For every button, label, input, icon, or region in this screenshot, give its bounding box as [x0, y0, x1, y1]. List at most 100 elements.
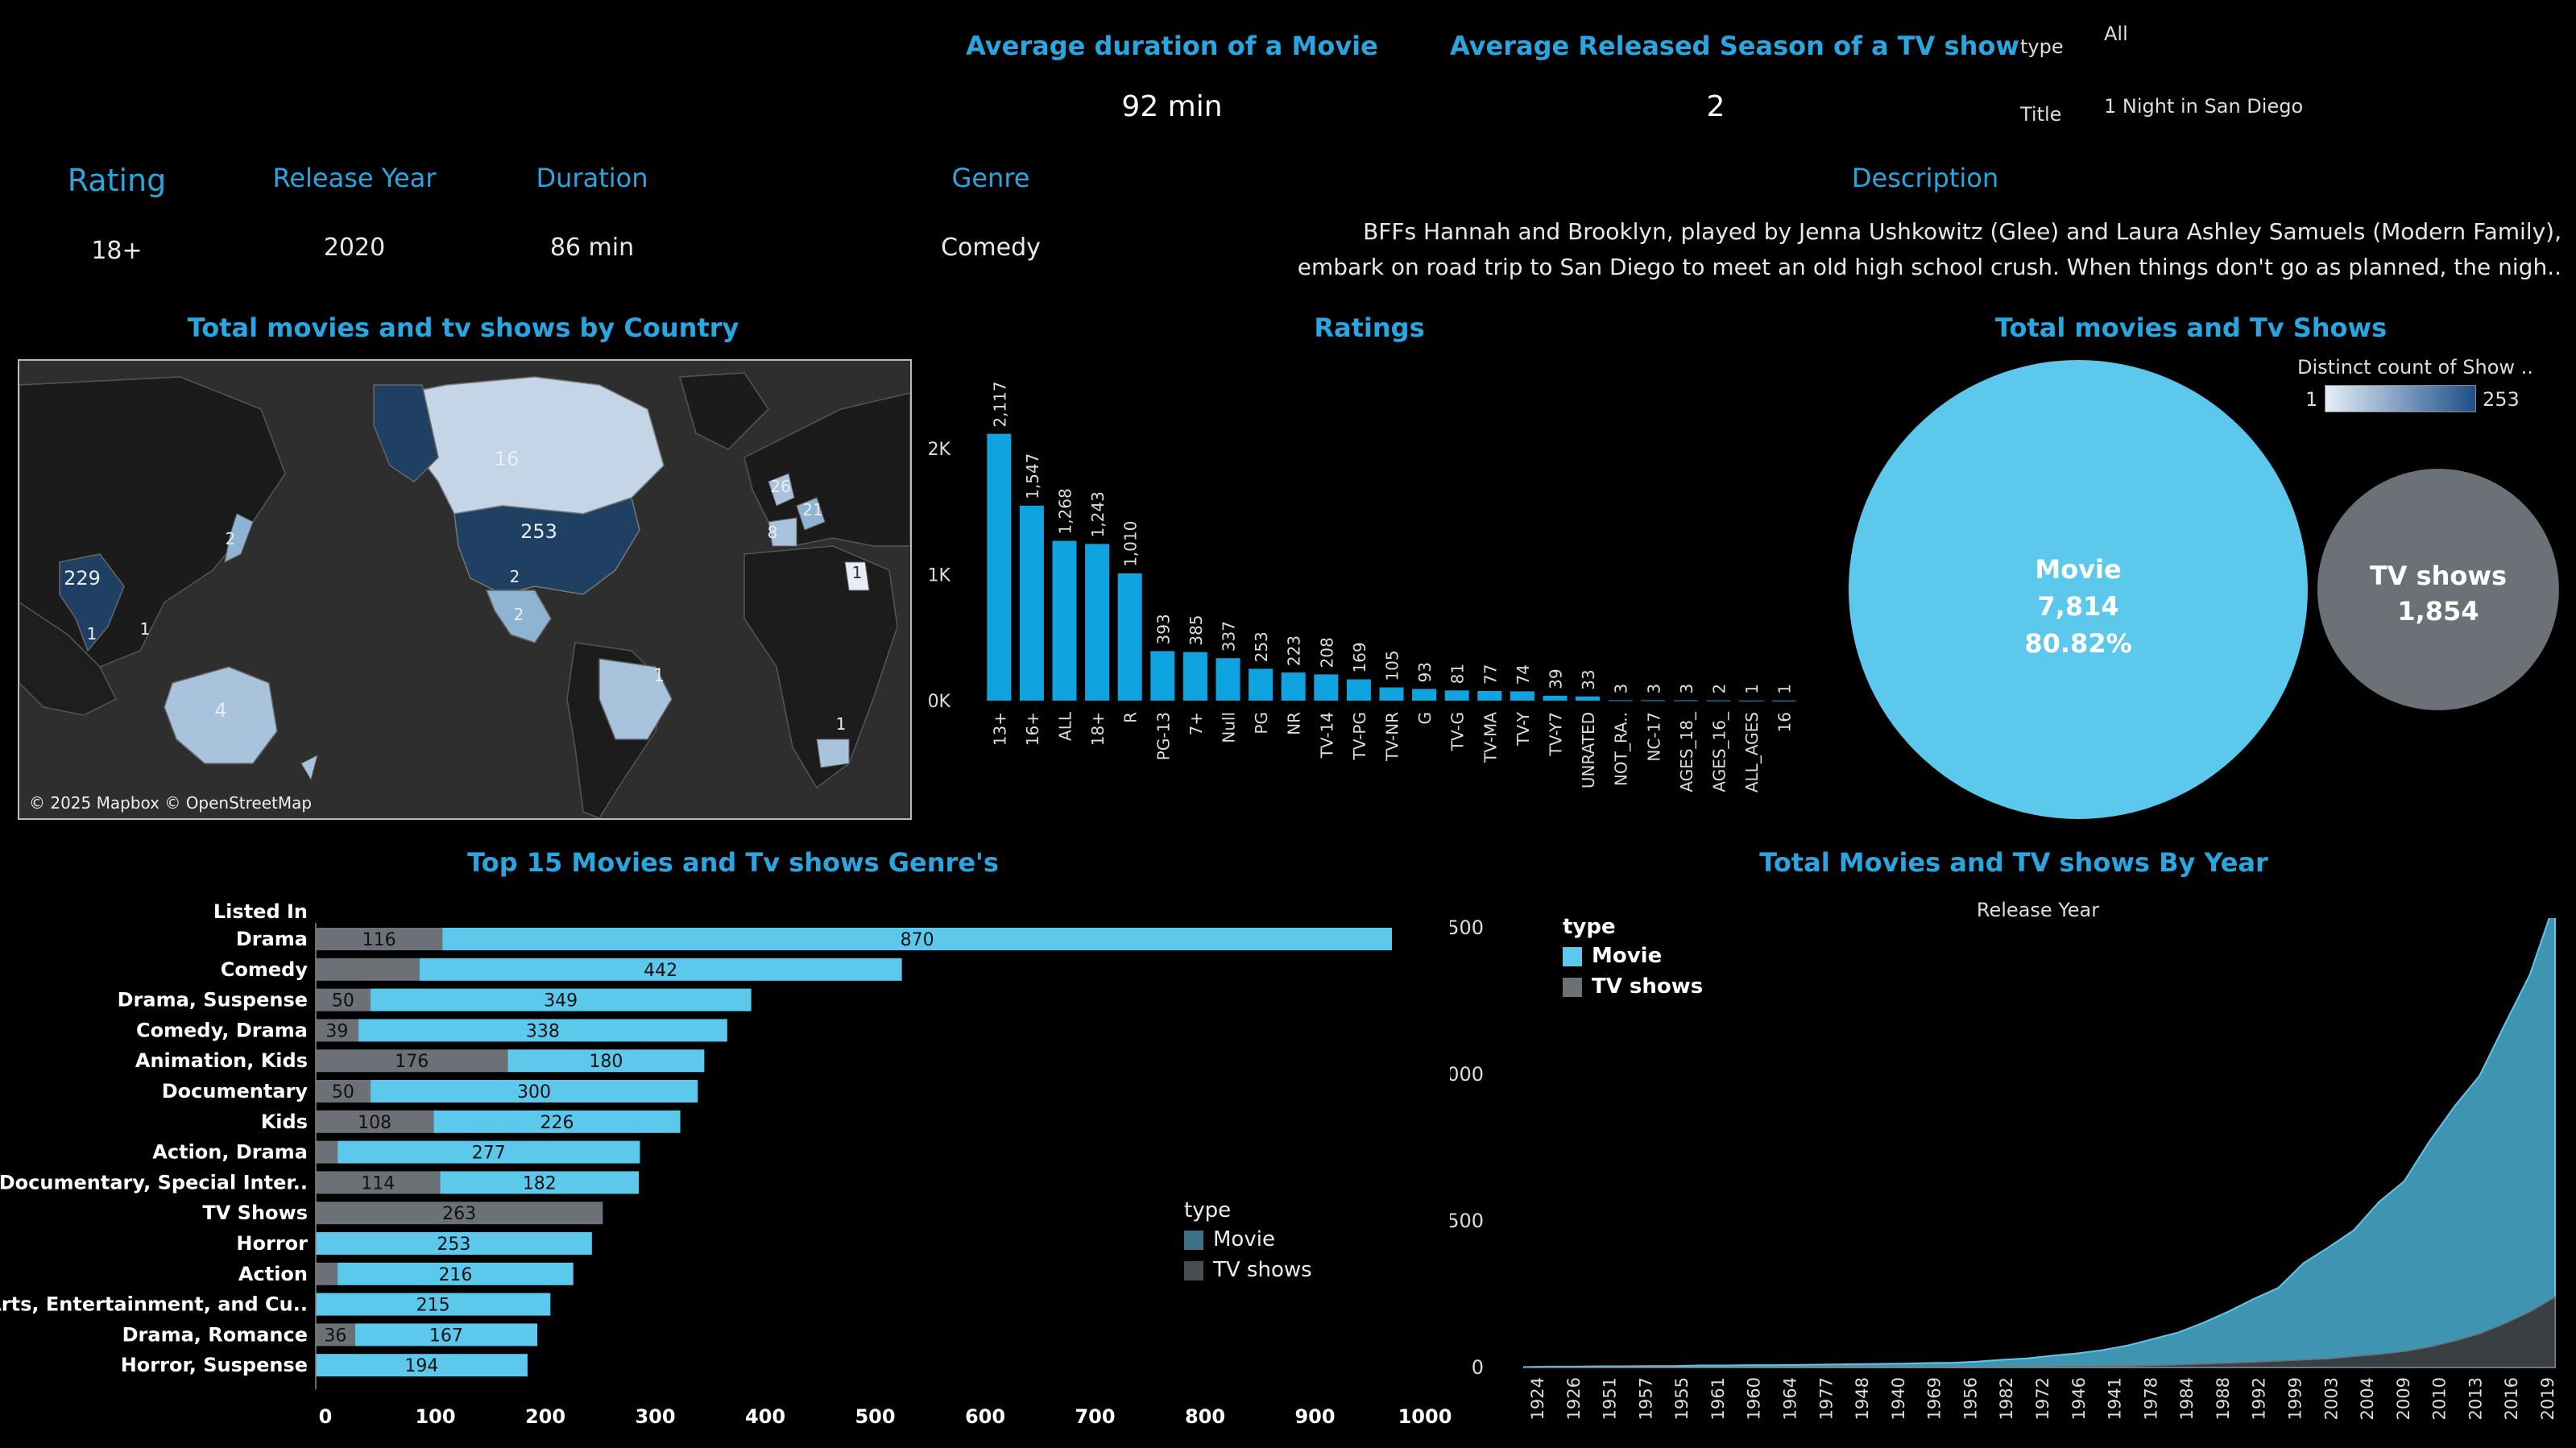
country-usa[interactable]	[453, 497, 640, 595]
bubble-legend-max: 253	[2483, 388, 2520, 411]
x-tick-label: 1951	[1601, 1377, 1620, 1420]
country-canada[interactable]	[405, 376, 665, 515]
rating-bar[interactable]	[1576, 696, 1601, 701]
map-label: 1	[653, 666, 665, 686]
genre-bar-movie[interactable]	[358, 1019, 727, 1042]
years-xlabel: Release Year	[1976, 899, 2100, 921]
country-map[interactable]: 16 253 229 2 2 1 4 1 26 21 8 1 1 1 2 © 2…	[18, 359, 912, 820]
genre-bar-tv[interactable]	[316, 1171, 441, 1194]
bar-value-label: 3	[1644, 684, 1663, 694]
rating-bar[interactable]	[1510, 691, 1534, 701]
x-tick-label: 1984	[2177, 1377, 2197, 1420]
bubble-label: Movie	[2035, 554, 2121, 585]
bar-value-label: 2,117	[990, 381, 1009, 427]
bar-value-label: 169	[1350, 642, 1369, 672]
bubble-value: 1,854	[2397, 596, 2479, 627]
rating-bar[interactable]	[1216, 658, 1240, 701]
duration-value: 86 min	[549, 234, 635, 262]
genre-bar-movie[interactable]	[507, 1049, 705, 1073]
genre-bar-movie[interactable]	[316, 1354, 528, 1377]
map-label: 21	[802, 500, 822, 519]
bubble-value: 7,814	[2037, 591, 2118, 622]
legend-label-movie: Movie	[1213, 1227, 1275, 1251]
x-tick-label: 600	[965, 1405, 1005, 1428]
genre-bar-tv[interactable]	[316, 1140, 338, 1164]
country-japan[interactable]	[224, 513, 254, 563]
bubble-movie[interactable]	[1849, 360, 2308, 819]
genre-bar-tv[interactable]	[316, 928, 443, 950]
country-south-africa[interactable]	[816, 738, 850, 768]
genre-bar-movie[interactable]	[442, 928, 1393, 950]
genre-label: Documentary, Special Inter..	[0, 1171, 308, 1194]
rating-bar[interactable]	[1019, 505, 1044, 701]
rating-bar[interactable]	[1444, 690, 1469, 701]
genre-bar-tv[interactable]	[316, 958, 420, 981]
country-mexico[interactable]	[485, 590, 552, 643]
rating-bar[interactable]	[1182, 652, 1207, 701]
rating-bar[interactable]	[1543, 695, 1568, 701]
bar-value-label: 33	[1579, 669, 1598, 689]
genre-bar-movie[interactable]	[370, 988, 752, 1012]
bar-value-label: 337	[1220, 621, 1239, 652]
country-new-zealand[interactable]	[300, 755, 318, 781]
x-tick-label: 1940	[1889, 1377, 1908, 1420]
rating-bar[interactable]	[1117, 573, 1142, 701]
country-spain[interactable]	[768, 517, 797, 547]
rating-bar[interactable]	[1477, 690, 1502, 701]
country-australia[interactable]	[164, 666, 278, 764]
bubble-tv-shows[interactable]	[2317, 469, 2559, 710]
genre-bar-movie[interactable]	[370, 1080, 698, 1103]
rating-bar[interactable]	[1150, 651, 1175, 701]
rating-bar[interactable]	[1085, 544, 1110, 701]
genre-bar-tv[interactable]	[316, 988, 371, 1012]
x-tick-label: Null	[1220, 712, 1239, 743]
ratings-chart: 0K 1K 2K 2,117 13+ 1,547 16+ 1,268 ALL 1,243 18+ 1,…	[928, 381, 1796, 792]
genre-bar-movie[interactable]	[316, 1232, 592, 1255]
map-title: Total movies and tv shows by Country	[187, 312, 739, 343]
genre-bar-movie[interactable]	[419, 958, 902, 981]
genre-bar-tv[interactable]	[316, 1323, 355, 1347]
genre-bar-tv[interactable]	[316, 1049, 508, 1073]
genre-bar-movie[interactable]	[440, 1171, 640, 1194]
rating-bar[interactable]	[1346, 679, 1371, 701]
x-tick-label: 2004	[2358, 1377, 2377, 1420]
genre-bar-movie[interactable]	[316, 1293, 551, 1316]
genre-bar-tv[interactable]	[316, 1080, 371, 1103]
rating-bar[interactable]	[1412, 689, 1437, 701]
years-chart: 0 500 1000 1500 1924 1926 1951 1957 1955 1961 1960…	[1450, 918, 2557, 1420]
rating-bar[interactable]	[1314, 674, 1339, 701]
country-india[interactable]	[59, 553, 125, 652]
totals-title: Total movies and Tv Shows	[1994, 312, 2388, 343]
country-uk[interactable]	[768, 473, 795, 507]
bubble-label: TV shows	[2370, 561, 2507, 591]
bar-value-label: 393	[1153, 614, 1173, 644]
x-tick-label: 2003	[2321, 1377, 2341, 1420]
genre-bar-movie[interactable]	[338, 1140, 640, 1164]
country-brazil[interactable]	[598, 658, 673, 740]
country-alaska[interactable]	[373, 384, 439, 482]
genre-bar-tv[interactable]	[316, 1202, 603, 1225]
x-tick-label: 2013	[2466, 1377, 2485, 1420]
rating-bar[interactable]	[1249, 668, 1274, 701]
rating-bar[interactable]	[1281, 672, 1306, 701]
rating-bar[interactable]	[1379, 687, 1404, 701]
type-filter-value[interactable]: All	[2104, 23, 2128, 45]
bubble-percent: 80.82%	[2024, 628, 2131, 659]
genre-bar-movie[interactable]	[354, 1323, 538, 1347]
y-tick-label: 1500	[1450, 918, 1484, 939]
genre-bar-tv[interactable]	[316, 1019, 358, 1042]
country-egypt[interactable]	[844, 561, 870, 591]
genre-bar-tv[interactable]	[316, 1110, 434, 1133]
x-tick-label: NC-17	[1644, 712, 1663, 762]
genre-bar-movie[interactable]	[338, 1262, 574, 1285]
rating-bar[interactable]	[1052, 540, 1077, 701]
title-filter-value[interactable]: 1 Night in San Diego	[2104, 95, 2304, 118]
area-movie[interactable]	[1523, 918, 2556, 1368]
rating-label: Rating	[67, 163, 167, 198]
genre-bar-movie[interactable]	[433, 1110, 681, 1133]
genre-bar-tv[interactable]	[316, 1262, 338, 1285]
legend-swatch-tv	[1184, 1260, 1203, 1280]
rating-bar[interactable]	[987, 433, 1012, 701]
country-germany[interactable]	[796, 497, 826, 531]
x-tick-label: 1982	[1997, 1377, 2016, 1420]
